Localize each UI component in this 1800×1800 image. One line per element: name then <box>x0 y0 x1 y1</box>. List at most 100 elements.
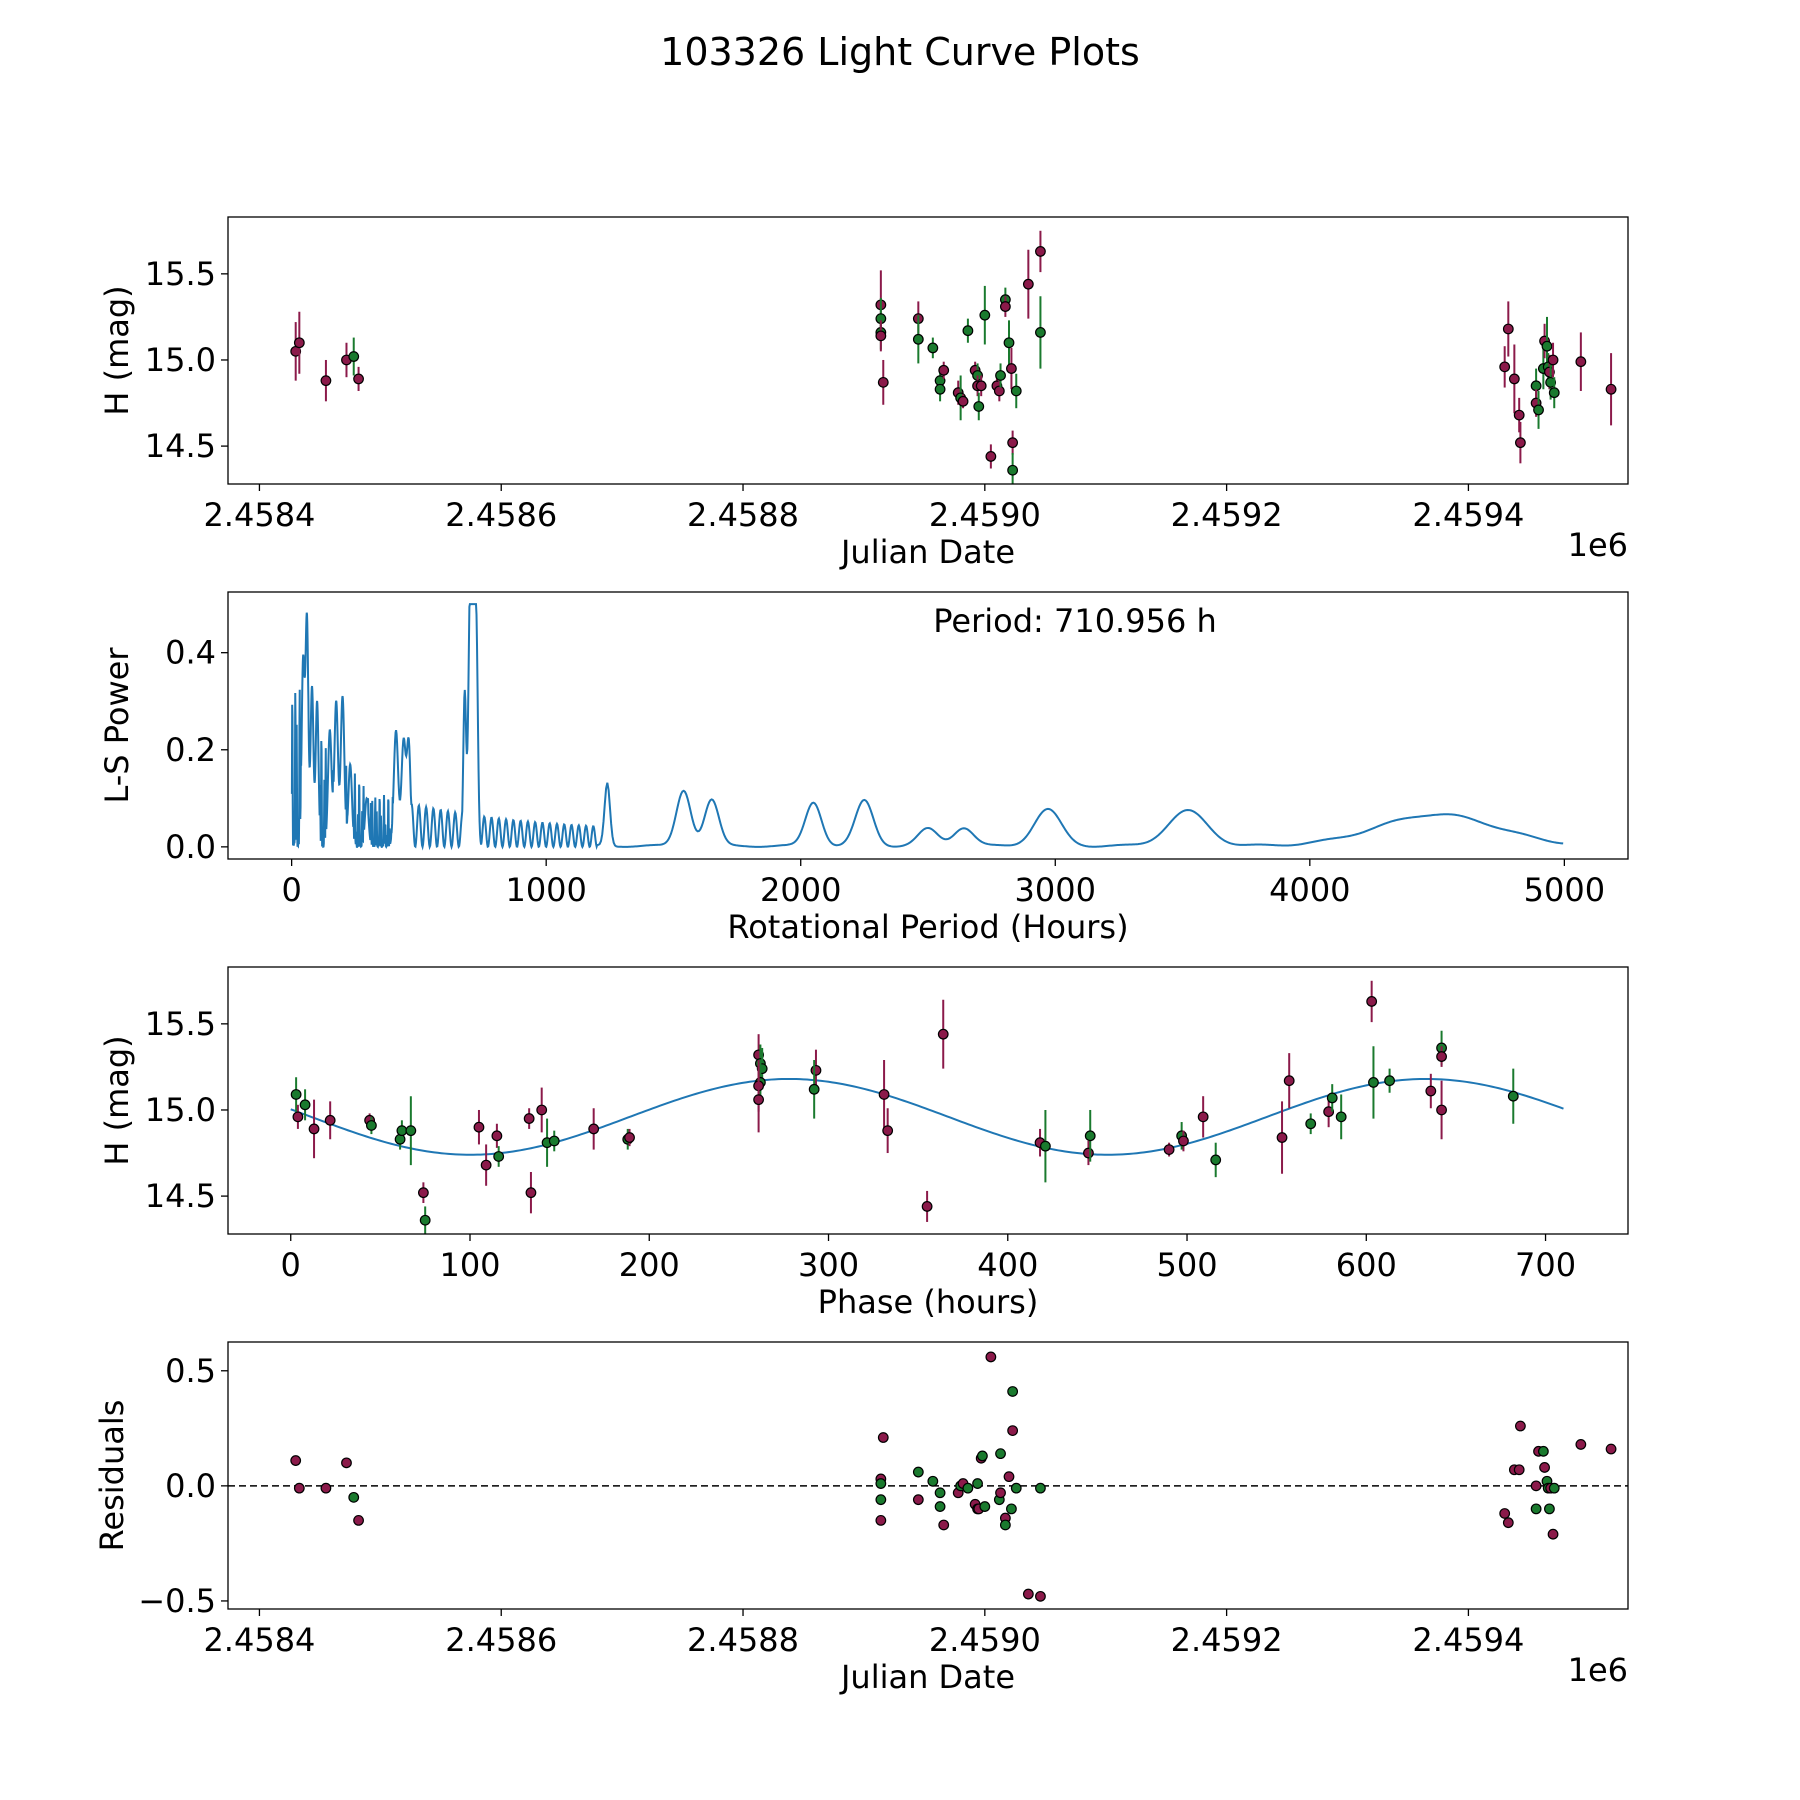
data-point <box>1084 1130 1096 1142</box>
y-axis-label: H (mag) <box>98 285 136 415</box>
x-tick-label: 2.4590 <box>929 1621 1041 1659</box>
data-point <box>320 375 332 387</box>
data-point <box>1035 246 1046 257</box>
data-point <box>1366 996 1378 1007</box>
data-point <box>995 1487 1006 1499</box>
data-point <box>1548 387 1560 399</box>
data-point <box>396 1125 408 1137</box>
data-point <box>491 1130 503 1142</box>
data-point <box>937 1028 949 1040</box>
x-tick-label: 200 <box>619 1246 680 1284</box>
x-tick-label: 2.4586 <box>445 496 557 534</box>
data-point <box>1010 385 1022 397</box>
x-offset-label: 1e6 <box>1568 526 1628 564</box>
data-point <box>993 385 1005 397</box>
data-point <box>1040 1140 1051 1152</box>
data-point <box>548 1135 560 1147</box>
data-point <box>299 1099 311 1111</box>
x-tick-label: 2.4594 <box>1412 496 1524 534</box>
data-point <box>975 380 987 392</box>
x-tick-label: 4000 <box>1269 871 1350 909</box>
x-tick-label: 2.4584 <box>203 1621 315 1659</box>
data-point <box>1425 1085 1437 1097</box>
y-tick-label: 0.0 <box>165 1467 216 1505</box>
y-axis-label: Residuals <box>93 1400 131 1552</box>
x-tick-label: 0 <box>281 871 301 909</box>
x-tick-label: 100 <box>439 1246 500 1284</box>
x-tick-label: 0 <box>281 1246 301 1284</box>
x-tick-label: 2.4588 <box>687 1621 799 1659</box>
y-tick-label: −0.5 <box>138 1582 216 1620</box>
data-point <box>934 383 946 395</box>
data-point <box>1035 1590 1046 1602</box>
data-point <box>985 451 997 462</box>
data-point <box>927 1475 939 1487</box>
data-point <box>875 1494 887 1506</box>
x-tick-label: 300 <box>798 1246 859 1284</box>
data-point <box>290 1455 302 1466</box>
data-point <box>938 364 950 376</box>
axes-frame <box>227 966 1629 1235</box>
data-point <box>341 1457 352 1469</box>
y-tick-label: 14.5 <box>145 427 216 465</box>
data-point <box>536 1104 548 1116</box>
data-point <box>1513 1464 1525 1476</box>
data-point <box>1010 1482 1022 1494</box>
data-point <box>999 1519 1011 1531</box>
data-point <box>1022 1588 1034 1600</box>
y-axis-label: L-S Power <box>98 647 136 804</box>
data-point <box>1007 464 1019 476</box>
data-point <box>1083 1147 1094 1159</box>
data-point <box>1515 1420 1526 1432</box>
x-axis-label: Julian Date <box>839 533 1015 571</box>
data-point <box>1515 437 1526 449</box>
x-tick-label: 2.4594 <box>1412 1621 1524 1659</box>
panel-phase-folded: 0 100 200 300 400 500 600 700 14.5 15.0 15.5 Phase … <box>98 966 1629 1321</box>
data-point <box>1276 1132 1288 1143</box>
data-point <box>1007 437 1019 449</box>
data-point <box>1533 404 1544 416</box>
data-point <box>927 342 939 354</box>
data-point <box>1007 1425 1019 1437</box>
axes-frame <box>227 1341 1629 1610</box>
data-point <box>348 1491 360 1503</box>
data-point <box>1548 1482 1560 1494</box>
data-point <box>957 395 969 407</box>
data-point <box>1507 1090 1519 1102</box>
data-point <box>1547 1528 1559 1540</box>
y-tick-label: 0.0 <box>165 828 216 866</box>
data-point <box>999 301 1011 312</box>
data-point <box>1436 1051 1447 1062</box>
data-point <box>419 1214 431 1226</box>
data-point <box>1335 1111 1347 1123</box>
data-point <box>588 1123 600 1135</box>
axes-frame <box>227 216 1629 485</box>
data-point <box>875 1478 887 1489</box>
data-point <box>320 1482 332 1494</box>
data-point <box>1547 354 1559 366</box>
x-axis-label: Rotational Period (Hours) <box>727 908 1128 946</box>
data-point <box>1305 1118 1317 1130</box>
x-tick-label: 2000 <box>760 871 841 909</box>
data-point <box>1544 1503 1555 1515</box>
data-point <box>1326 1092 1338 1104</box>
y-tick-label: 0.2 <box>165 731 216 769</box>
data-point <box>1575 1439 1587 1450</box>
data-point <box>292 1111 304 1123</box>
data-point <box>912 1466 924 1478</box>
data-point <box>808 1083 820 1095</box>
data-point <box>1003 1471 1015 1483</box>
data-point <box>308 1123 320 1135</box>
x-tick-label: 5000 <box>1524 871 1605 909</box>
data-point <box>1283 1075 1295 1087</box>
data-point <box>979 1501 991 1512</box>
data-point <box>1499 361 1511 373</box>
x-axis-label: Phase (hours) <box>818 1283 1039 1321</box>
data-point <box>293 337 305 349</box>
data-point <box>1508 373 1520 385</box>
data-point <box>877 1432 889 1443</box>
periodogram-series <box>290 603 1564 851</box>
data-point <box>1384 1075 1395 1087</box>
